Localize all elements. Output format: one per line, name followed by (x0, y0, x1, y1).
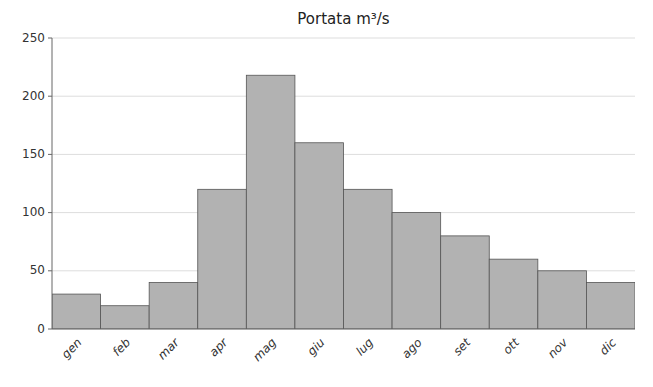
y-tick (48, 38, 52, 39)
y-tick (48, 270, 52, 271)
x-tick-label: feb (110, 335, 134, 359)
x-tick-label: set (450, 335, 474, 359)
x-axis: gen febmaraprmag giu lugago set ottnov dic (59, 335, 620, 365)
x-axis-line (52, 329, 635, 330)
y-tick (48, 96, 52, 97)
grid-line (52, 38, 635, 39)
y-tick-label: 100 (22, 205, 45, 219)
x-tick-label: ott (500, 335, 523, 358)
x-tick-label: ago (399, 335, 425, 361)
y-tick (48, 212, 52, 213)
x-tick-label: dic (597, 335, 620, 358)
chart: 0 50 100 150 200 250 gen febmaraprmag giu lugago s… (0, 0, 653, 387)
bar (344, 189, 393, 329)
title: Portata m³/s (297, 10, 389, 28)
grid-line (52, 96, 635, 97)
x-tick-label: mar (155, 335, 183, 363)
y-tick-label: 0 (37, 322, 45, 336)
bar (489, 259, 538, 329)
grid-line (52, 329, 635, 330)
y-axis: 0 50 100 150 200 250 (22, 31, 52, 336)
y-tick-label: 150 (22, 147, 45, 161)
bar (246, 75, 295, 329)
bar (52, 294, 101, 329)
bar (392, 213, 441, 329)
x-tick-label: giu (305, 335, 328, 358)
chart-container: 0 50 100 150 200 250 gen febmaraprmag giu lugago s… (0, 0, 653, 387)
bars (52, 75, 635, 329)
y-tick (48, 329, 52, 330)
bar (295, 143, 344, 329)
bar (198, 189, 247, 329)
bar (149, 282, 198, 329)
bar (101, 306, 150, 329)
x-tick-label: apr (206, 335, 231, 360)
y-tick (48, 154, 52, 155)
y-tick-label: 50 (30, 263, 45, 277)
bar (538, 271, 587, 329)
bar (441, 236, 490, 329)
y-tick-label: 250 (22, 31, 45, 45)
y-tick-label: 200 (22, 89, 45, 103)
y-axis-line (52, 38, 53, 329)
x-tick-label: nov (545, 335, 571, 361)
grid (52, 38, 635, 329)
x-tick-label: mag (250, 335, 279, 364)
x-tick-label: gen (59, 335, 85, 361)
bar (586, 282, 635, 329)
x-tick-label: lug (353, 335, 376, 358)
